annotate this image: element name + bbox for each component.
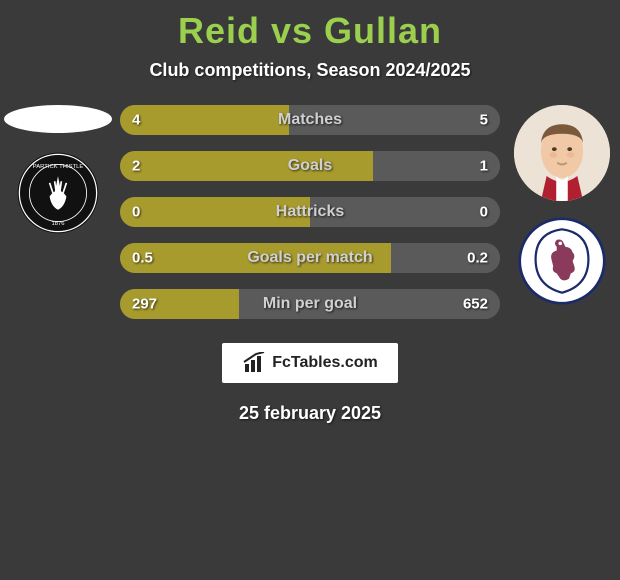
stat-value-right: 652 bbox=[463, 296, 488, 313]
thistle-crest-icon: PARTICK THISTLE 1876 bbox=[16, 151, 100, 235]
stat-row: Matches 4 5 bbox=[120, 105, 500, 135]
svg-text:1876: 1876 bbox=[51, 221, 64, 227]
date-line: 25 february 2025 bbox=[0, 403, 620, 424]
stat-bar-left bbox=[120, 105, 289, 135]
stat-value-left: 0.5 bbox=[132, 250, 153, 267]
stat-row: Goals per match 0.5 0.2 bbox=[120, 243, 500, 273]
stat-row: Goals 2 1 bbox=[120, 151, 500, 181]
stat-value-right: 5 bbox=[480, 112, 488, 129]
player-face-icon bbox=[514, 105, 610, 201]
stat-label: Goals per match bbox=[247, 249, 372, 267]
svg-text:PARTICK THISTLE: PARTICK THISTLE bbox=[33, 164, 84, 170]
stat-bar-left bbox=[120, 151, 373, 181]
page-title: Reid vs Gullan bbox=[0, 10, 620, 52]
brand-chart-icon bbox=[242, 352, 268, 374]
left-club-crest: PARTICK THISTLE 1876 bbox=[14, 149, 102, 237]
stat-value-left: 0 bbox=[132, 204, 140, 221]
stat-value-right: 1 bbox=[480, 158, 488, 175]
raith-crest-icon bbox=[518, 214, 606, 308]
stat-bars-column: Matches 4 5 Goals 2 1 Hattricks 0 0 Goals per mat… bbox=[120, 105, 500, 319]
brand-badge: FcTables.com bbox=[222, 343, 398, 383]
stat-row: Hattricks 0 0 bbox=[120, 197, 500, 227]
right-club-crest bbox=[518, 217, 606, 305]
stat-row: Min per goal 297 652 bbox=[120, 289, 500, 319]
left-player-avatar bbox=[4, 105, 112, 133]
stat-value-left: 297 bbox=[132, 296, 157, 313]
left-side-column: PARTICK THISTLE 1876 bbox=[6, 105, 110, 237]
stat-value-left: 4 bbox=[132, 112, 140, 129]
right-side-column bbox=[510, 105, 614, 305]
stat-value-right: 0 bbox=[480, 204, 488, 221]
brand-text: FcTables.com bbox=[272, 354, 378, 372]
stat-label: Matches bbox=[278, 111, 342, 129]
right-player-avatar bbox=[514, 105, 610, 201]
stat-value-left: 2 bbox=[132, 158, 140, 175]
stat-value-right: 0.2 bbox=[467, 250, 488, 267]
stat-label: Min per goal bbox=[263, 295, 357, 313]
stat-label: Hattricks bbox=[276, 203, 344, 221]
stat-label: Goals bbox=[288, 157, 332, 175]
comparison-row: PARTICK THISTLE 1876 Matches 4 5 Goals 2 1 Hat… bbox=[0, 105, 620, 319]
page-subtitle: Club competitions, Season 2024/2025 bbox=[0, 60, 620, 81]
